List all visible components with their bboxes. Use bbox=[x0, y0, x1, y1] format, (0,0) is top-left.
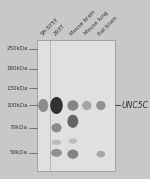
Text: 70kDa: 70kDa bbox=[10, 125, 28, 130]
Text: Mouse brain: Mouse brain bbox=[69, 9, 97, 36]
Ellipse shape bbox=[67, 100, 78, 111]
Text: 293T: 293T bbox=[53, 23, 66, 36]
Text: UNC5C: UNC5C bbox=[121, 101, 148, 110]
Text: SH-SY5Y: SH-SY5Y bbox=[40, 16, 60, 36]
Ellipse shape bbox=[38, 99, 48, 112]
Text: Mouse lung: Mouse lung bbox=[83, 10, 109, 36]
Ellipse shape bbox=[97, 151, 105, 157]
Text: 50kDa: 50kDa bbox=[10, 150, 28, 155]
Ellipse shape bbox=[51, 123, 61, 132]
Ellipse shape bbox=[50, 97, 63, 114]
Ellipse shape bbox=[96, 101, 106, 110]
Text: 130kDa: 130kDa bbox=[6, 86, 28, 91]
Text: 180kDa: 180kDa bbox=[6, 66, 28, 71]
FancyBboxPatch shape bbox=[37, 40, 115, 171]
Ellipse shape bbox=[82, 101, 92, 110]
Ellipse shape bbox=[67, 149, 78, 159]
Text: Rat brain: Rat brain bbox=[97, 15, 119, 36]
Ellipse shape bbox=[52, 140, 61, 145]
Ellipse shape bbox=[69, 138, 77, 144]
Text: 100kDa: 100kDa bbox=[6, 103, 28, 108]
Text: 250kDa: 250kDa bbox=[6, 47, 28, 52]
Ellipse shape bbox=[51, 149, 62, 157]
Ellipse shape bbox=[67, 115, 78, 128]
